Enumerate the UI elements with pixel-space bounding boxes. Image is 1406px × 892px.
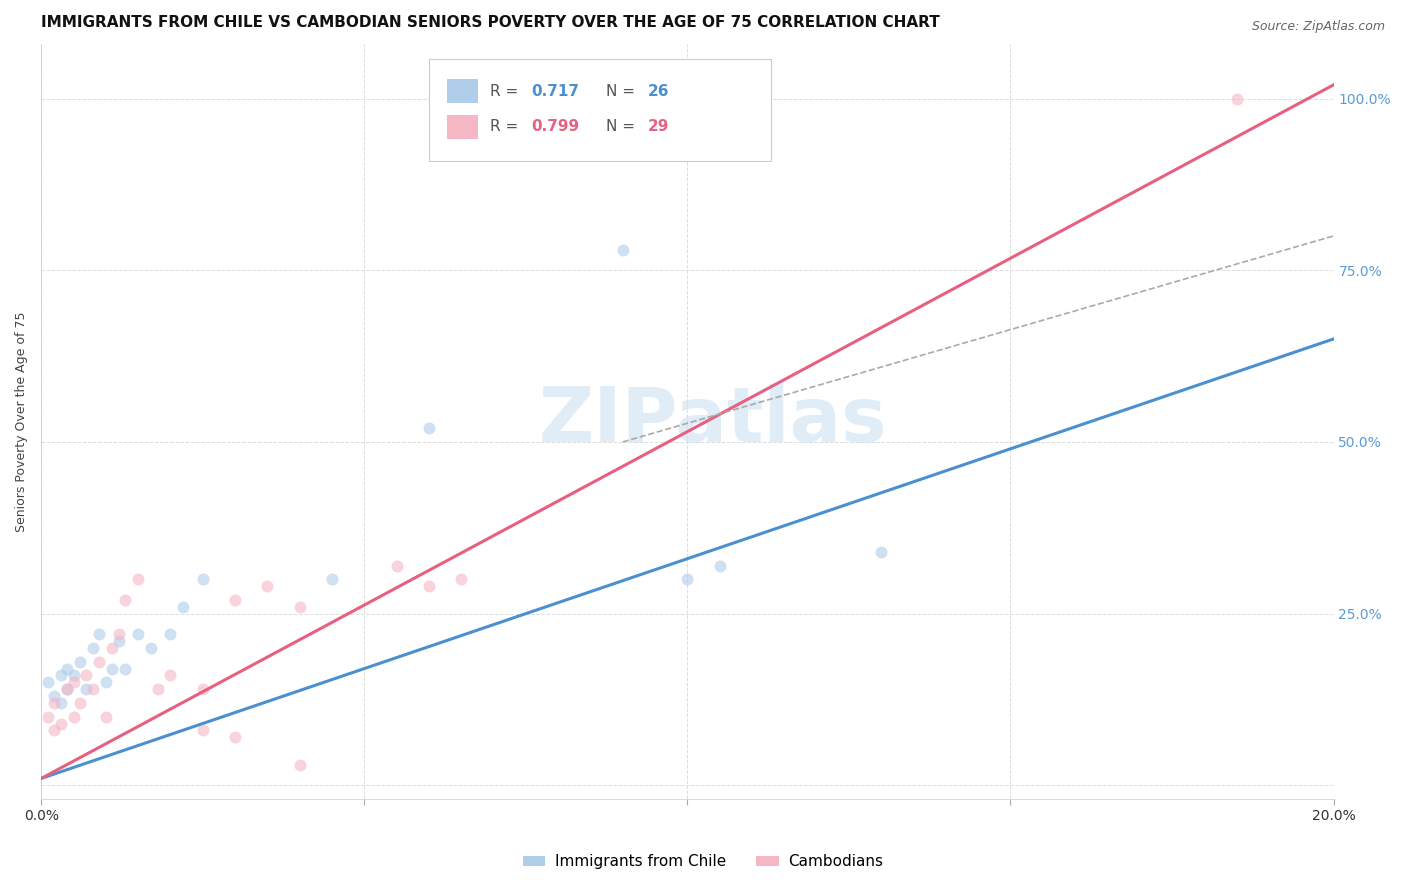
Point — [870, 545, 893, 559]
Point — [321, 572, 343, 586]
FancyBboxPatch shape — [447, 79, 478, 103]
Point — [288, 757, 311, 772]
Point — [75, 682, 97, 697]
Point — [256, 579, 278, 593]
Point — [49, 716, 72, 731]
Point — [418, 579, 440, 593]
Point — [139, 640, 162, 655]
Point — [172, 599, 194, 614]
Point — [191, 572, 214, 586]
Point — [75, 668, 97, 682]
Point — [107, 634, 129, 648]
Point — [82, 640, 104, 655]
Point — [56, 682, 79, 697]
Point — [37, 709, 59, 723]
Point — [101, 662, 124, 676]
Point — [89, 655, 111, 669]
Text: 26: 26 — [647, 84, 669, 99]
Point — [127, 627, 149, 641]
Point — [114, 662, 136, 676]
Point — [159, 627, 181, 641]
FancyBboxPatch shape — [447, 115, 478, 139]
Text: R =: R = — [489, 120, 523, 135]
Point — [191, 723, 214, 738]
Point — [62, 709, 84, 723]
Text: R =: R = — [489, 84, 523, 99]
Point — [42, 723, 65, 738]
Text: 0.799: 0.799 — [531, 120, 579, 135]
Point — [146, 682, 169, 697]
Point — [89, 627, 111, 641]
Point — [709, 558, 731, 573]
Legend: Immigrants from Chile, Cambodians: Immigrants from Chile, Cambodians — [516, 848, 890, 875]
Point — [56, 682, 79, 697]
Point — [385, 558, 408, 573]
Text: 29: 29 — [647, 120, 669, 135]
Point — [612, 243, 634, 257]
Point — [69, 655, 91, 669]
Text: N =: N = — [606, 84, 640, 99]
Y-axis label: Seniors Poverty Over the Age of 75: Seniors Poverty Over the Age of 75 — [15, 311, 28, 532]
Point — [49, 668, 72, 682]
Point — [42, 689, 65, 703]
Point — [82, 682, 104, 697]
Text: Source: ZipAtlas.com: Source: ZipAtlas.com — [1251, 20, 1385, 33]
FancyBboxPatch shape — [429, 59, 772, 161]
Text: 0.717: 0.717 — [531, 84, 579, 99]
Point — [224, 731, 246, 745]
Point — [94, 709, 117, 723]
Point — [1226, 92, 1249, 106]
Point — [42, 696, 65, 710]
Point — [101, 640, 124, 655]
Point — [450, 572, 472, 586]
Point — [191, 682, 214, 697]
Point — [62, 675, 84, 690]
Point — [676, 572, 699, 586]
Point — [94, 675, 117, 690]
Point — [107, 627, 129, 641]
Point — [418, 421, 440, 435]
Point — [49, 696, 72, 710]
Text: N =: N = — [606, 120, 640, 135]
Point — [114, 593, 136, 607]
Point — [69, 696, 91, 710]
Point — [224, 593, 246, 607]
Text: IMMIGRANTS FROM CHILE VS CAMBODIAN SENIORS POVERTY OVER THE AGE OF 75 CORRELATIO: IMMIGRANTS FROM CHILE VS CAMBODIAN SENIO… — [41, 15, 941, 30]
Point — [37, 675, 59, 690]
Point — [62, 668, 84, 682]
Point — [56, 662, 79, 676]
Point — [159, 668, 181, 682]
Text: ZIPatlas: ZIPatlas — [538, 384, 887, 458]
Point — [288, 599, 311, 614]
Point — [127, 572, 149, 586]
